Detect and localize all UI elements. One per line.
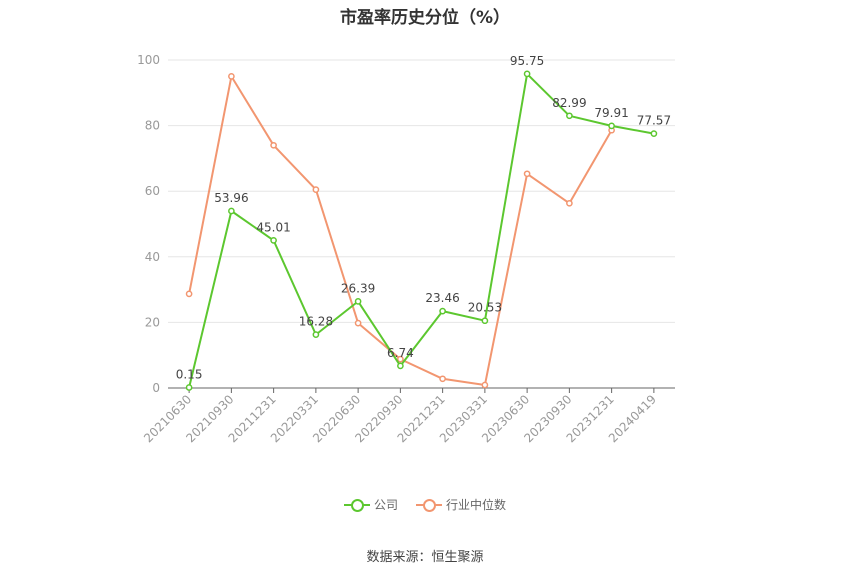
data-point-company: [312, 331, 320, 338]
series-line-company: [188, 72, 655, 388]
series-layer: [185, 70, 658, 391]
data-point-industry: [228, 73, 235, 80]
data-point-industry: [397, 355, 404, 363]
y-tick-label: 0: [152, 381, 160, 395]
data-label: 82.99: [552, 96, 586, 110]
data-point-company: [228, 207, 235, 215]
data-point-industry: [481, 381, 489, 389]
data-label: 20.53: [468, 301, 502, 315]
data-point-company: [608, 122, 615, 130]
data-label: 26.39: [341, 281, 375, 295]
data-point-industry: [354, 319, 362, 327]
data-label: 79.91: [594, 106, 628, 120]
data-point-company: [439, 307, 446, 315]
legend-company-marker-icon: [343, 498, 370, 512]
data-point-company: [566, 112, 573, 120]
legend-item-industry[interactable]: 行业中位数: [416, 496, 506, 513]
data-point-industry: [270, 141, 277, 149]
chart-title: 市盈率历史分位（%）: [339, 8, 511, 28]
y-tick-label: 60: [145, 184, 160, 198]
series-line-industry: [188, 75, 613, 386]
data-point-company: [270, 237, 277, 244]
data-point-company: [185, 384, 193, 391]
data-source: 数据来源：恒生聚源: [366, 550, 484, 565]
y-tick-label: 40: [145, 250, 160, 264]
data-labels: 0.15 53.96 45.01 16.28 26.39 6.74 23.46 20.53 95…: [176, 54, 671, 382]
legend-industry-label: 行业中位数: [446, 498, 507, 512]
data-point-industry: [439, 375, 446, 383]
legend-company-label: 公司: [373, 498, 398, 512]
legend-item-company[interactable]: 公司: [343, 496, 398, 513]
data-point-company: [481, 317, 489, 325]
legend-industry-marker-icon: [416, 498, 442, 512]
data-point-industry: [312, 186, 320, 193]
data-label: 53.96: [214, 191, 248, 205]
data-point-industry: [566, 199, 573, 207]
data-label: 0.15: [176, 368, 203, 382]
data-label: 95.75: [510, 54, 544, 68]
y-tick-label: 20: [145, 315, 160, 329]
data-label: 77.57: [637, 114, 671, 128]
y-tick-label: 80: [145, 119, 160, 133]
data-label: 23.46: [425, 291, 459, 305]
legend: 公司 行业中位数: [0, 496, 850, 513]
data-point-company: [397, 362, 404, 370]
data-label: 16.28: [299, 315, 333, 329]
data-label: 45.01: [256, 220, 290, 234]
data-point-industry: [185, 290, 193, 298]
data-point-company: [523, 70, 531, 78]
data-point-industry: [523, 170, 531, 178]
grid-lines: [168, 59, 675, 323]
data-point-company: [354, 298, 362, 305]
data-point-company: [650, 130, 658, 137]
y-tick-label: 100: [137, 53, 160, 67]
data-label: 6.74: [387, 346, 414, 360]
